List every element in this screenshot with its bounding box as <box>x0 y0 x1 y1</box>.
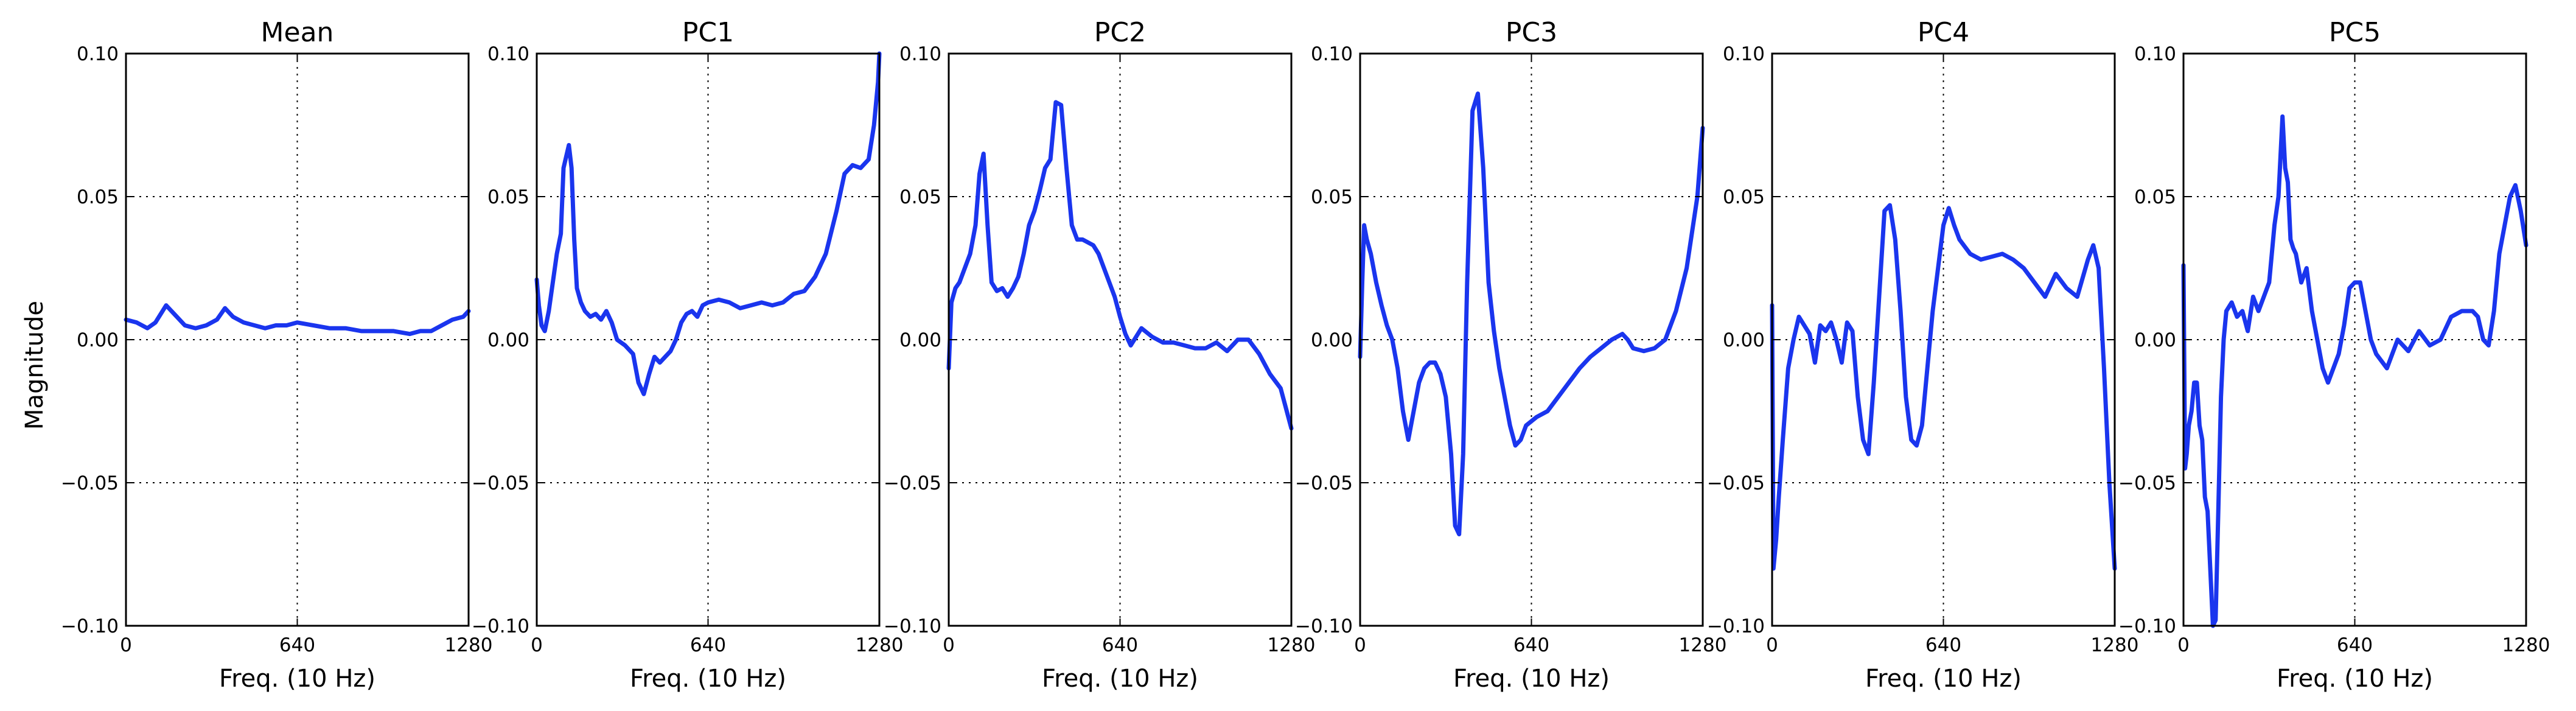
y-tick-label: 0.10 <box>1723 43 1765 65</box>
plot-frame <box>125 52 470 627</box>
subplot-title: Mean <box>261 17 334 48</box>
subplot-grid: 0.100.050.00−0.05−0.100 640 1280MeanFreq. … <box>61 17 2550 693</box>
subplot-title: PC2 <box>1094 17 1146 48</box>
subplot-pc4: 0.10 0.05 0.00 −0.05 −0.100 640 1280 PC4 Freq. (… <box>1707 17 2138 693</box>
y-tick-label: 0.10 <box>899 43 941 65</box>
x-tick-label: 640 <box>2337 634 2373 656</box>
series-line-pc3 <box>1358 91 1705 537</box>
y-tick-label: 0.05 <box>2134 186 2176 208</box>
x-axis-label: Freq. (10 Hz) <box>1042 665 1198 693</box>
y-tick-label: 0.00 <box>487 329 529 351</box>
y-tick-label: 0.05 <box>899 186 941 208</box>
x-tick-label: 1280 <box>1268 634 1316 656</box>
y-tick-label: −0.05 <box>472 472 529 494</box>
subplot-title: PC5 <box>2329 17 2381 48</box>
x-tick-label: 640 <box>690 634 726 656</box>
y-tick-label: −0.10 <box>884 615 941 637</box>
y-tick-label: 0.00 <box>1311 329 1353 351</box>
series-line-pc4 <box>1770 203 2117 571</box>
x-axis-label: Freq. (10 Hz) <box>219 665 375 693</box>
x-tick-label: 1280 <box>1679 634 1727 656</box>
series-line-pc1 <box>534 51 882 396</box>
plot-frame <box>1771 52 2116 627</box>
series-line-mean <box>124 303 471 337</box>
x-tick-label: 640 <box>1513 634 1549 656</box>
y-tick-label: 0.00 <box>1723 329 1765 351</box>
x-tick-label: 0 <box>2177 634 2190 656</box>
y-tick-label: 0.00 <box>77 329 119 351</box>
y-tick-label: 0.10 <box>77 43 119 65</box>
subplot-pc3: 0.10 0.05 0.00 −0.05 −0.100 640 1280 PC3 Freq. (… <box>1295 17 1726 693</box>
x-tick-label: 0 <box>531 634 543 656</box>
y-tick-label: −0.05 <box>61 472 119 494</box>
subplot-title: PC1 <box>682 17 734 48</box>
subplot-pc5: 0.10 0.05 0.00 −0.05 −0.100 640 1280 PC5 Freq. (… <box>2118 17 2550 693</box>
y-tick-label: −0.10 <box>1295 615 1353 637</box>
subplot-pc2: 0.10 0.05 0.00 −0.05 −0.100 640 1280 PC2 Freq. (… <box>884 17 1315 693</box>
x-axis-label: Freq. (10 Hz) <box>1865 665 2022 693</box>
subplot-mean: 0.10 0.05 0.00 −0.05 −0.100 640 1280 Mean Freq. … <box>61 17 492 693</box>
x-tick-label: 640 <box>279 634 315 656</box>
y-tick-label: −0.10 <box>1707 615 1765 637</box>
subplot-title: PC4 <box>1918 17 1969 48</box>
y-tick-label: 0.00 <box>899 329 941 351</box>
x-tick-label: 1280 <box>2502 634 2550 656</box>
x-tick-label: 0 <box>1766 634 1778 656</box>
y-tick-label: −0.10 <box>61 615 119 637</box>
y-tick-label: −0.05 <box>884 472 941 494</box>
x-tick-label: 0 <box>943 634 955 656</box>
y-axis-label: Magnitude <box>21 301 49 430</box>
y-tick-label: 0.10 <box>2134 43 2176 65</box>
x-axis-label: Freq. (10 Hz) <box>1453 665 1610 693</box>
y-tick-label: −0.05 <box>2118 472 2176 494</box>
series-line-pc2 <box>946 100 1294 431</box>
x-tick-label: 1280 <box>445 634 493 656</box>
y-tick-label: 0.10 <box>1311 43 1353 65</box>
y-tick-label: 0.05 <box>1723 186 1765 208</box>
plot-frame <box>1359 52 1704 627</box>
x-axis-label: Freq. (10 Hz) <box>630 665 786 693</box>
y-tick-label: 0.10 <box>487 43 529 65</box>
series-line-pc5 <box>2181 114 2529 628</box>
plot-frame <box>536 52 881 627</box>
y-tick-label: 0.00 <box>2134 329 2176 351</box>
y-tick-label: −0.05 <box>1707 472 1765 494</box>
y-tick-label: 0.05 <box>77 186 119 208</box>
subplot-title: PC3 <box>1506 17 1557 48</box>
y-tick-label: −0.05 <box>1295 472 1353 494</box>
x-tick-label: 0 <box>1354 634 1366 656</box>
y-tick-label: −0.10 <box>2118 615 2176 637</box>
x-tick-label: 0 <box>120 634 132 656</box>
x-tick-label: 640 <box>1925 634 1961 656</box>
y-tick-label: 0.05 <box>1311 186 1353 208</box>
x-tick-label: 640 <box>1102 634 1138 656</box>
x-tick-label: 1280 <box>856 634 904 656</box>
x-tick-label: 1280 <box>2091 634 2139 656</box>
subplot-pc1: 0.10 0.05 0.00 −0.05 −0.100 640 1280 PC1 Freq. (… <box>472 17 903 693</box>
plot-frame <box>2182 52 2527 627</box>
y-tick-label: −0.10 <box>472 615 529 637</box>
y-tick-label: 0.05 <box>487 186 529 208</box>
x-axis-label: Freq. (10 Hz) <box>2277 665 2433 693</box>
